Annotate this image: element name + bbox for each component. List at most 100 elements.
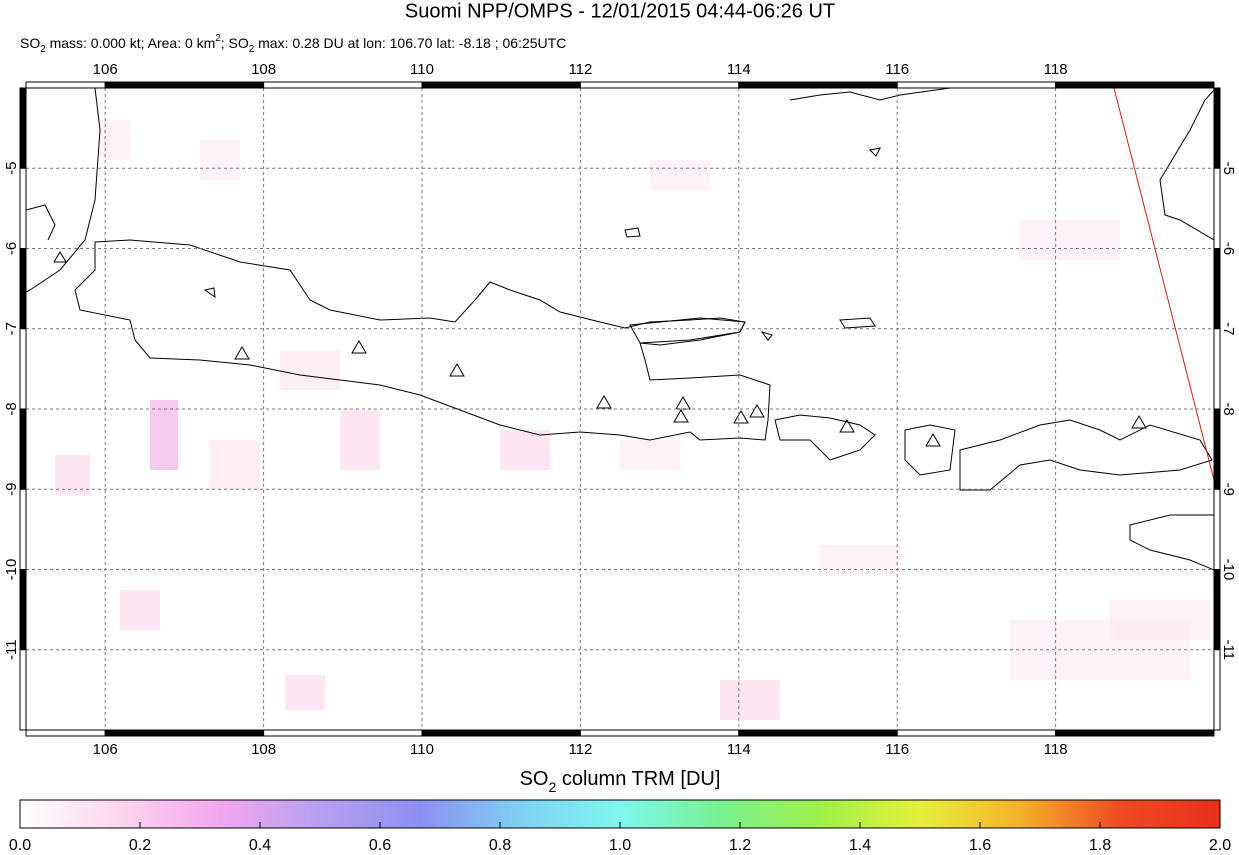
scale-bar — [1055, 729, 1215, 737]
bali-coast — [774, 414, 876, 461]
y-tick-label: -8 — [3, 402, 20, 415]
scale-bar — [19, 248, 27, 330]
scale-bar — [579, 729, 740, 737]
scale-bar — [738, 729, 898, 737]
scale-bar — [738, 81, 898, 89]
text-part: SO — [520, 768, 549, 790]
y-tick-label: -8 — [1220, 402, 1237, 415]
map-area — [26, 88, 1214, 720]
x-tick-label: 114 — [727, 61, 751, 78]
coastlines — [26, 88, 1214, 571]
scale-bar — [19, 167, 27, 249]
scale-bar — [19, 649, 27, 731]
scale-bar — [421, 729, 581, 737]
scale-bar — [263, 729, 423, 737]
scale-bar — [896, 729, 1057, 737]
scale-bar — [421, 81, 581, 89]
x-tick-label: 108 — [251, 741, 276, 758]
colorbar-tick-label: 2.0 — [1209, 837, 1231, 854]
scale-bar — [19, 87, 27, 169]
y-tick-label: -7 — [1220, 322, 1237, 335]
x-tick-label: 112 — [568, 61, 592, 78]
y-tick-label: -9 — [1220, 483, 1237, 496]
x-tick-label: 108 — [251, 61, 276, 78]
colorbar-tick-label: 0.2 — [129, 837, 151, 854]
scale-bar — [1213, 167, 1221, 249]
colorbar-label: SO2 column TRM [DU] — [520, 768, 721, 794]
y-tick-label: -6 — [1220, 242, 1237, 255]
map-subtitle: SO2 mass: 0.000 kt; Area: 0 km2; SO2 max… — [20, 33, 566, 55]
colorbar-tick-label: 1.0 — [609, 837, 631, 854]
scale-bar — [19, 569, 27, 651]
x-tick-label: 118 — [1044, 741, 1068, 758]
text-part: ; SO — [221, 35, 249, 51]
small-islands — [203, 147, 881, 341]
scale-bar — [19, 488, 27, 570]
colorbar-tick-label: 0.0 — [9, 837, 31, 854]
x-tick-label: 106 — [93, 61, 118, 78]
java-coast — [74, 239, 771, 441]
colorbar-tick-label: 1.2 — [729, 837, 751, 854]
scale-bar — [104, 729, 265, 737]
y-tick-label: -7 — [3, 322, 20, 335]
text-part: mass: 0.000 kt; Area: 0 km — [46, 35, 216, 51]
colorbar-tick-label: 0.8 — [489, 837, 511, 854]
colorbar-tick-label: 1.8 — [1089, 837, 1111, 854]
sulawesi-coast — [1159, 89, 1214, 241]
sumatra-coast — [26, 88, 101, 293]
scale-bar — [1213, 87, 1221, 169]
text-part: 2 — [215, 33, 220, 44]
sumbawa-coast — [959, 419, 1213, 491]
text-part: max: 0.28 DU at lon: 106.70 lat: -8.18 ;… — [254, 35, 566, 51]
x-tick-label: 114 — [727, 741, 751, 758]
map-frame — [25, 87, 1215, 731]
y-tick-label: -11 — [1220, 639, 1237, 660]
sumba-coast — [1129, 514, 1214, 571]
y-tick-label: -11 — [3, 639, 20, 660]
x-tick-label: 112 — [568, 741, 592, 758]
scale-bar — [19, 328, 27, 410]
scale-bar — [896, 81, 1057, 89]
colorbar-tick-label: 1.4 — [849, 837, 871, 854]
text-part: 2 — [40, 44, 45, 55]
y-tick-label: -9 — [3, 483, 20, 496]
scale-bar — [1213, 408, 1221, 490]
colorbar-tick-label: 0.4 — [249, 837, 271, 854]
x-tick-label: 110 — [410, 61, 434, 78]
scale-bar — [104, 81, 265, 89]
y-tick-label: -5 — [1220, 162, 1237, 175]
axes: 106 106 108 108 110 110 112 112 114 114 116 116 118 1… — [3, 61, 1237, 758]
scale-bar — [19, 408, 27, 490]
y-tick-label: -6 — [3, 242, 20, 255]
text-part: SO — [20, 35, 40, 51]
scale-bar — [579, 81, 740, 89]
scale-bar — [1213, 488, 1221, 570]
madura-coast — [629, 317, 746, 344]
x-tick-label: 116 — [885, 741, 909, 758]
colorbar-tick-label: 1.6 — [969, 837, 991, 854]
scale-bar — [1213, 248, 1221, 330]
volcano — [53, 251, 1147, 447]
colorbar-tick-label: 0.6 — [369, 837, 391, 854]
x-tick-label: 118 — [1044, 61, 1068, 78]
x-tick-label: 110 — [410, 741, 434, 758]
x-tick-label: 116 — [885, 61, 909, 78]
borneo-coast — [789, 88, 951, 101]
lombok-coast — [904, 424, 956, 476]
y-tick-label: -10 — [1220, 559, 1237, 581]
y-tick-label: -5 — [3, 162, 20, 175]
scale-bar — [25, 81, 106, 89]
volcanoes — [53, 251, 1147, 447]
scale-bar — [1213, 328, 1221, 410]
scale-bar — [1213, 649, 1221, 731]
orbit-edge — [1113, 88, 1214, 481]
y-tick-label: -10 — [3, 559, 20, 581]
scale-bar — [263, 81, 423, 89]
scale-bar — [1213, 569, 1221, 651]
scale-bar — [25, 729, 106, 737]
text-part: 2 — [249, 44, 254, 55]
so2-patches — [55, 120, 1210, 720]
map-title: Suomi NPP/OMPS - 12/01/2015 04:44-06:26 … — [405, 0, 835, 22]
scale-bar — [1055, 81, 1215, 89]
